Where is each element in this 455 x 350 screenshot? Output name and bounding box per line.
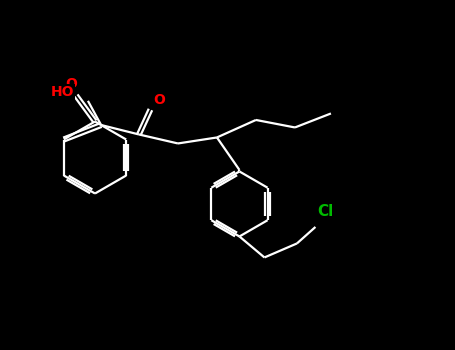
Text: Cl: Cl (317, 204, 334, 219)
Text: O: O (65, 77, 77, 91)
Text: HO: HO (51, 85, 74, 99)
Text: O: O (153, 93, 166, 107)
